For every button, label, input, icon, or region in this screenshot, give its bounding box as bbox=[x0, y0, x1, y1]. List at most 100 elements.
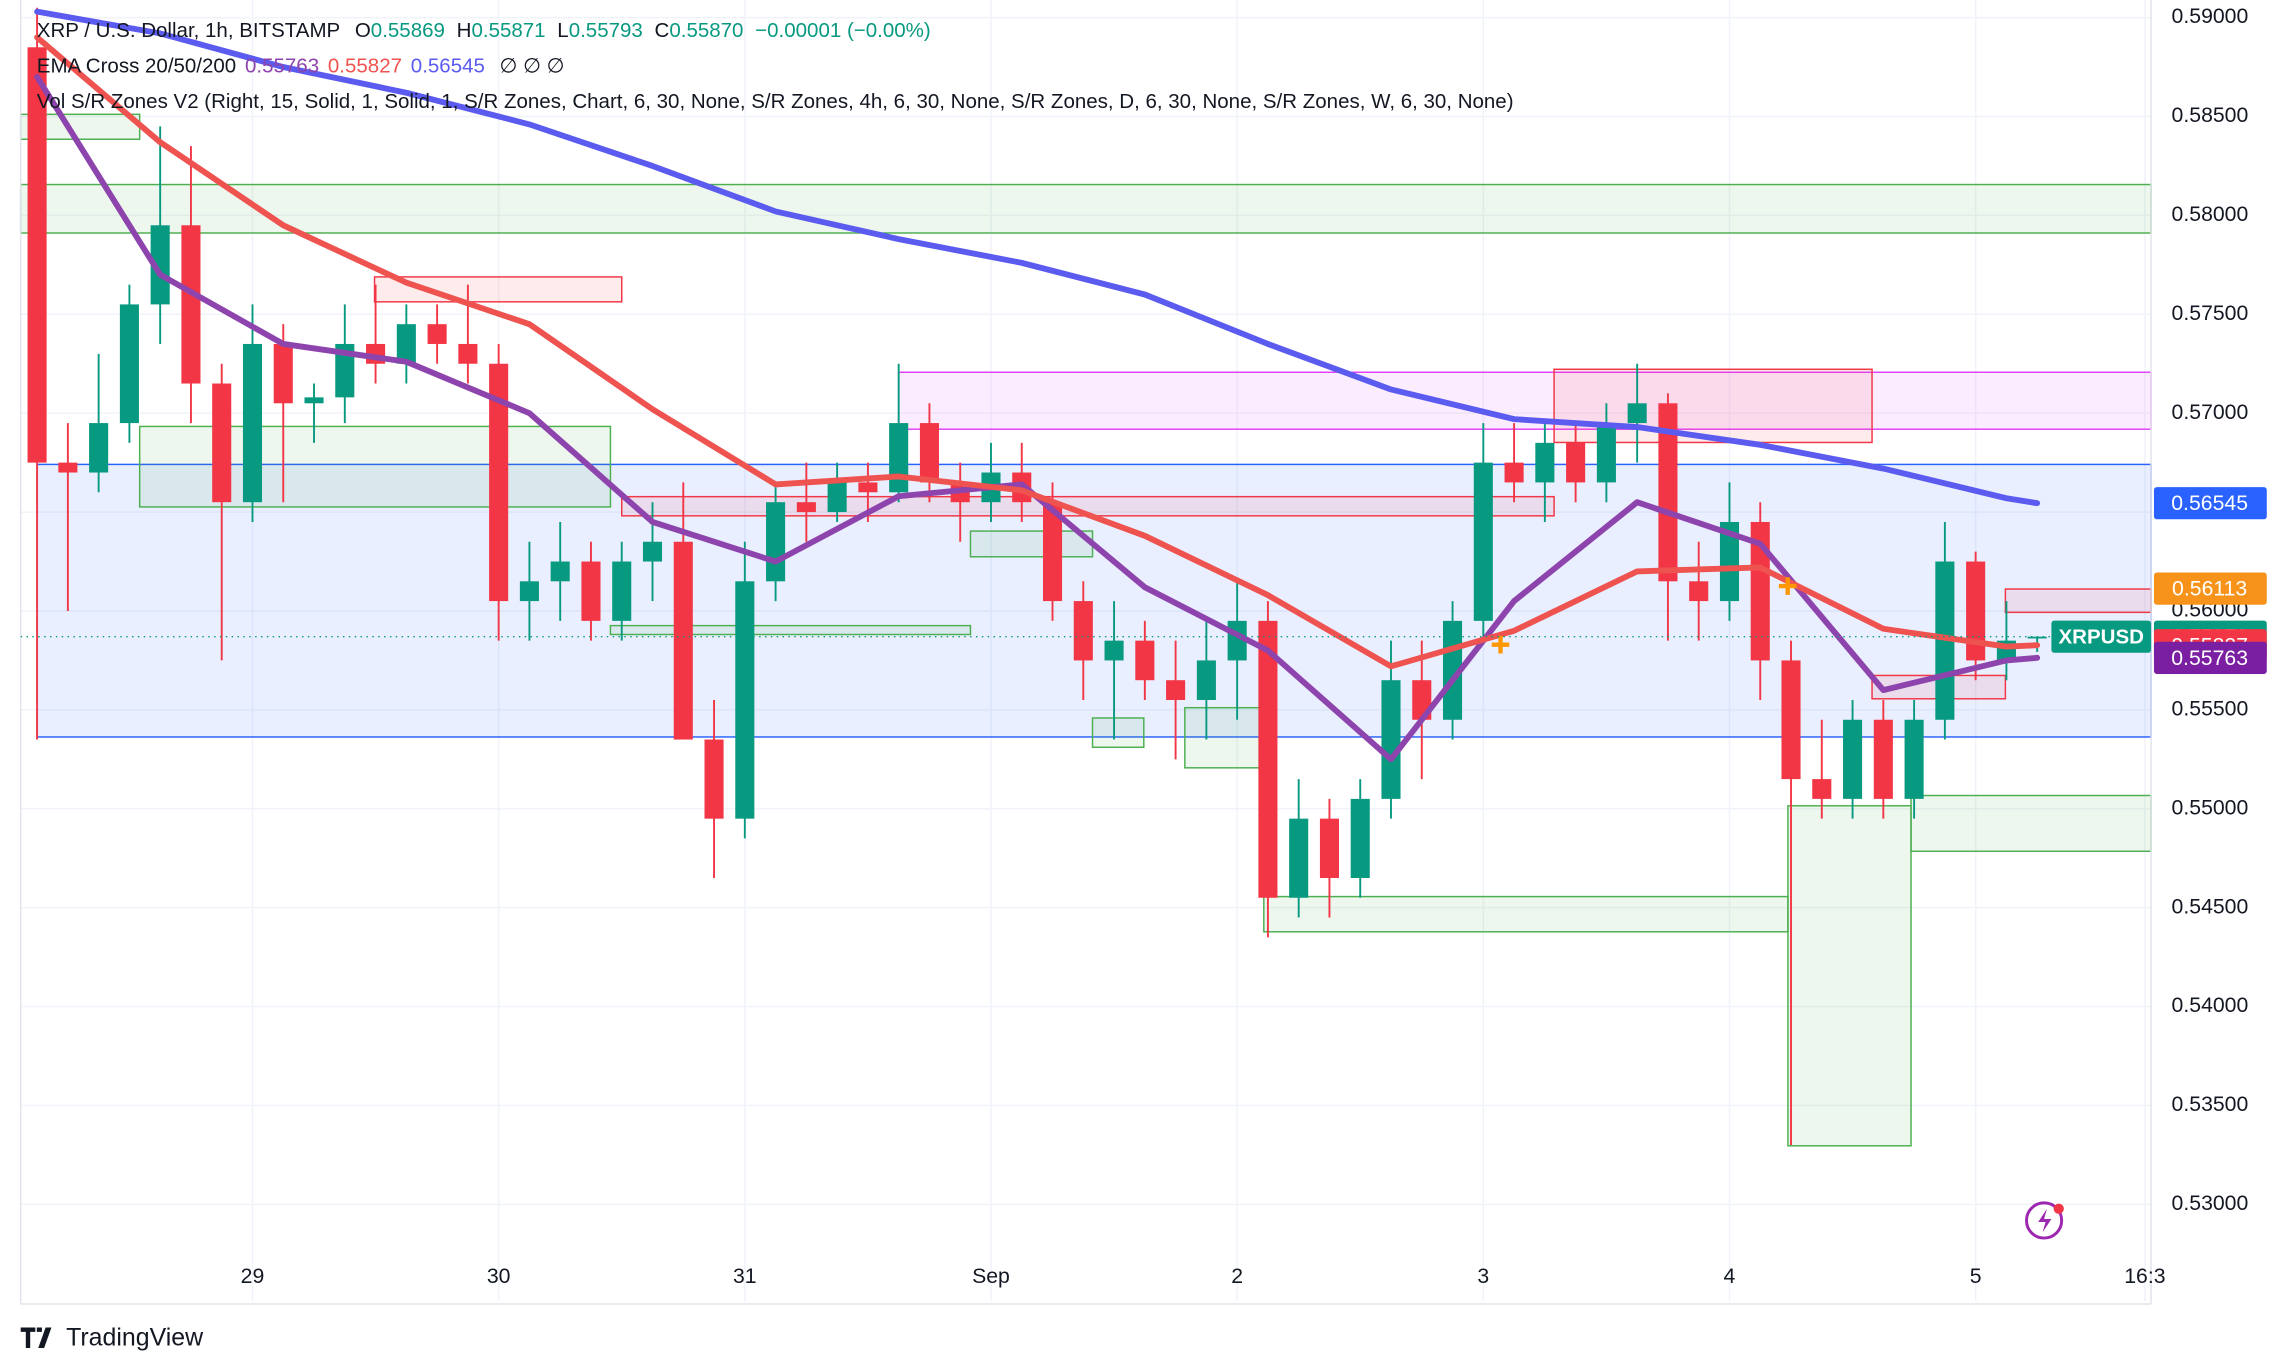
y-tick-label: 0.57000 bbox=[2172, 400, 2249, 424]
candle-body bbox=[827, 482, 847, 513]
candle-body bbox=[612, 561, 632, 621]
candle-body bbox=[581, 561, 601, 621]
candle-body bbox=[489, 363, 509, 602]
candle-body bbox=[1319, 818, 1339, 878]
candle-body bbox=[735, 581, 755, 819]
candle-body bbox=[1166, 680, 1186, 700]
alert-icon bbox=[2025, 1201, 2064, 1240]
candle-body bbox=[796, 502, 816, 513]
price-tag bbox=[2153, 572, 2267, 605]
candle-body bbox=[58, 462, 78, 473]
sr-zone bbox=[373, 276, 623, 303]
c-label: C bbox=[655, 20, 670, 43]
candle-body bbox=[181, 225, 201, 384]
legend-line: XRP / U.S. Dollar, 1h, BITSTAMP O0.55869 H… bbox=[37, 20, 931, 43]
open-value: 0.55869 bbox=[371, 20, 445, 43]
candle-body bbox=[1042, 502, 1063, 602]
y-tick-label: 0.57500 bbox=[2172, 301, 2249, 325]
legend-line: Vol S/R Zones V2 (Right, 15, Solid, 1, S… bbox=[37, 90, 1514, 113]
x-tick-label: 16:3 bbox=[2124, 1264, 2165, 1288]
sr-zone bbox=[609, 624, 972, 636]
candle-body bbox=[858, 482, 878, 493]
high-value: 0.55871 bbox=[471, 20, 545, 43]
sr-zone bbox=[1091, 717, 1145, 748]
y-tick-label: 0.58500 bbox=[2172, 103, 2249, 127]
x-tick-label: 31 bbox=[733, 1264, 757, 1288]
x-tick-label: 3 bbox=[1477, 1264, 1489, 1288]
ema-value: 0.55827 bbox=[328, 55, 402, 78]
candle-body bbox=[2027, 636, 2047, 639]
candle-body bbox=[1104, 640, 1124, 661]
price-tag bbox=[2153, 487, 2267, 520]
candle-body bbox=[304, 397, 324, 404]
candle-body bbox=[889, 423, 909, 493]
candle-body bbox=[1935, 561, 1955, 720]
ema-empty: ∅ ∅ ∅ bbox=[500, 55, 565, 78]
candle-body bbox=[396, 324, 416, 364]
ema-line bbox=[34, 8, 2041, 507]
logo bbox=[20, 1327, 52, 1348]
candle-body bbox=[1258, 620, 1278, 898]
candle-body bbox=[1196, 660, 1216, 700]
candle-body bbox=[550, 561, 570, 582]
candle-body bbox=[1596, 423, 1616, 483]
icon bbox=[2025, 1201, 2064, 1240]
brand-logo bbox=[20, 1327, 52, 1348]
legend-line: EMA Cross 20/50/200 0.55763 0.55827 0.56545… bbox=[37, 55, 565, 78]
change-value: −0.00001 (−0.00%) bbox=[755, 20, 931, 43]
candle-body bbox=[1135, 640, 1155, 681]
icon bbox=[2038, 1208, 2052, 1233]
sr-zone bbox=[138, 425, 612, 508]
sr-zone bbox=[969, 530, 1094, 558]
y-tick-label: 0.59000 bbox=[2172, 4, 2249, 28]
candle-body bbox=[119, 304, 139, 424]
close-value: 0.55870 bbox=[669, 20, 743, 43]
candle-body bbox=[1719, 521, 1740, 602]
price-tags: 0.565450.56113XRPUSD0.558700.558270.5576… bbox=[20, 487, 2267, 674]
x-tick-label: 4 bbox=[1724, 1264, 1736, 1288]
y-tick-label: 0.54500 bbox=[2172, 894, 2249, 918]
x-tick-label: 2 bbox=[1231, 1264, 1243, 1288]
price-tag-label: 0.56545 bbox=[2171, 491, 2248, 515]
candle-body bbox=[1904, 719, 1924, 799]
candle-body bbox=[1381, 680, 1401, 799]
candle-body bbox=[704, 739, 724, 819]
ema-title: EMA Cross 20/50/200 bbox=[37, 55, 236, 78]
l-label: L bbox=[557, 20, 568, 43]
candle-body bbox=[1627, 403, 1647, 424]
candle-body bbox=[673, 541, 693, 740]
ema-value: 0.56545 bbox=[411, 55, 485, 78]
candle-body bbox=[1473, 462, 1493, 621]
candle-body bbox=[27, 47, 47, 463]
candle-body bbox=[150, 225, 170, 305]
symbol: XRP / U.S. Dollar, 1h, BITSTAMP bbox=[37, 20, 340, 43]
candle-body bbox=[1689, 581, 1709, 602]
sr-zone bbox=[1787, 805, 1912, 1147]
candle-body bbox=[919, 423, 939, 483]
candle-body bbox=[1812, 779, 1832, 799]
candle-body bbox=[1535, 442, 1555, 483]
sr-zone bbox=[2004, 588, 2152, 614]
price-tag-label: 0.56113 bbox=[2172, 577, 2247, 601]
low-value: 0.55793 bbox=[569, 20, 643, 43]
price-tag-label: 0.55763 bbox=[2171, 646, 2248, 670]
candle-body bbox=[1289, 818, 1309, 898]
candle-body bbox=[1873, 719, 1893, 799]
y-tick-label: 0.54000 bbox=[2172, 993, 2249, 1017]
x-tick-label: 30 bbox=[487, 1264, 511, 1288]
y-tick-label: 0.58000 bbox=[2172, 202, 2249, 226]
candle-body bbox=[1504, 462, 1524, 483]
candle-body bbox=[458, 343, 478, 364]
candle-body bbox=[273, 343, 293, 404]
candle-body bbox=[89, 423, 109, 473]
sr-zone bbox=[19, 183, 2152, 234]
candle-body bbox=[212, 383, 232, 503]
symbol-tag-label: XRPUSD bbox=[2058, 626, 2143, 649]
candle-body bbox=[1566, 442, 1586, 483]
candle-body bbox=[1658, 403, 1678, 582]
candle-body bbox=[766, 502, 786, 582]
brand: TradingView bbox=[66, 1324, 204, 1352]
candle-body bbox=[427, 324, 447, 344]
